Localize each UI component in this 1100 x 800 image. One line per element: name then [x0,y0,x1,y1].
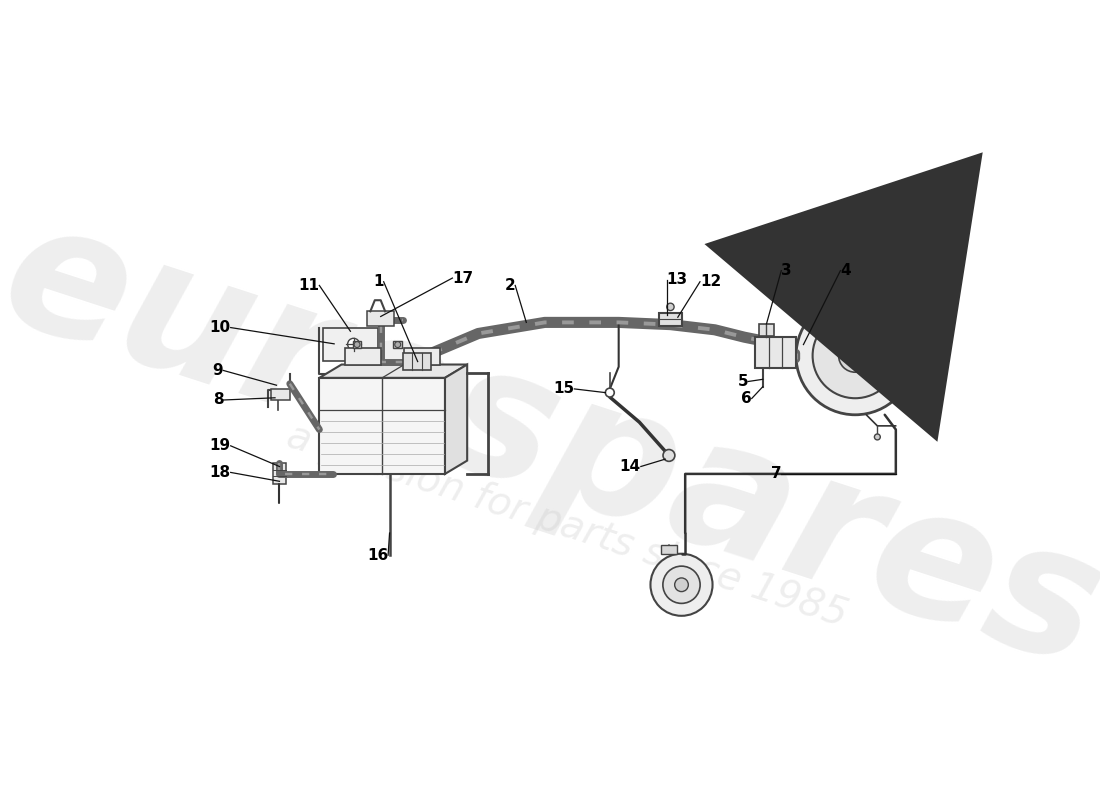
Text: 19: 19 [210,438,231,454]
Bar [403,354,431,370]
Circle shape [354,342,360,347]
Bar [756,337,796,368]
Circle shape [667,303,674,310]
Bar [319,378,446,474]
Circle shape [874,434,880,440]
Polygon shape [319,365,468,378]
Text: 13: 13 [667,272,688,287]
Bar [272,389,289,400]
Circle shape [605,388,614,397]
Bar [273,463,286,483]
Circle shape [663,450,674,462]
Circle shape [650,554,713,616]
Text: 8: 8 [212,393,223,407]
Bar [394,341,403,348]
Circle shape [796,297,914,414]
Text: 10: 10 [210,320,231,335]
Text: a passion for parts since 1985: a passion for parts since 1985 [282,417,852,634]
Bar [661,545,678,554]
Bar [323,327,378,361]
Text: eurospares: eurospares [0,184,1100,704]
Text: 14: 14 [619,459,641,474]
Circle shape [395,342,400,347]
Text: 15: 15 [553,382,574,397]
Bar [659,313,682,326]
Bar [914,339,940,372]
Circle shape [838,339,871,372]
Circle shape [813,313,898,398]
Text: 1: 1 [373,274,384,290]
Text: 3: 3 [781,263,792,278]
Bar [345,348,381,365]
Text: 18: 18 [210,465,231,480]
Text: 17: 17 [452,270,473,286]
Text: 16: 16 [366,548,388,562]
Text: 5: 5 [737,374,748,389]
Bar [353,341,362,348]
Bar [405,348,440,365]
Bar [759,324,774,336]
Text: 11: 11 [298,278,319,293]
Bar [367,311,394,326]
Text: 7: 7 [771,466,781,482]
Text: 12: 12 [700,274,722,290]
Text: 2: 2 [505,278,515,293]
Polygon shape [446,365,468,474]
Circle shape [674,578,689,591]
Circle shape [348,338,360,350]
Text: 6: 6 [741,391,751,406]
Text: 4: 4 [840,263,851,278]
Circle shape [663,566,700,603]
Text: 9: 9 [212,363,223,378]
